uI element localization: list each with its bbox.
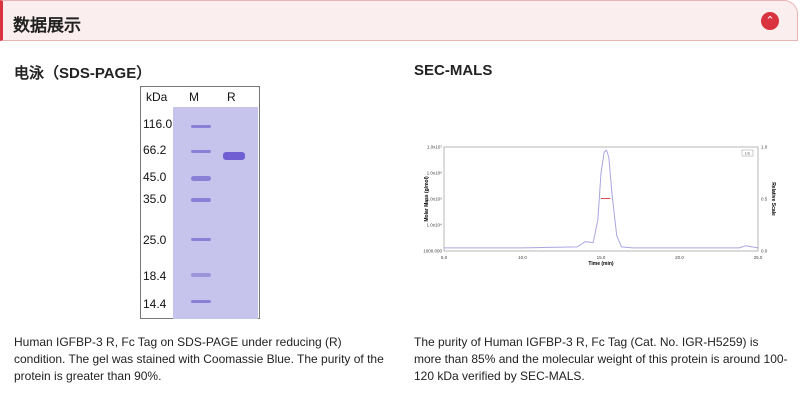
y2-tick-label: 0.0 xyxy=(761,249,768,254)
marker-label: 45.0 xyxy=(143,170,167,184)
marker-band xyxy=(191,150,211,153)
lane-label-m: M xyxy=(189,90,199,104)
x-axis-label: Time (min) xyxy=(588,261,614,267)
marker-band xyxy=(191,198,211,202)
x-tick-label: 20.0 xyxy=(675,255,684,260)
y2-tick-label: 0.5 xyxy=(761,197,768,202)
marker-label: 66.2 xyxy=(143,143,167,157)
chevron-up-icon[interactable]: ⌃ xyxy=(761,12,779,30)
sds-page-title: 电泳（SDS-PAGE） xyxy=(14,65,152,82)
legend-entry: LS xyxy=(745,151,750,156)
marker-band xyxy=(191,176,211,181)
y-tick-label: 1.0x10⁶ xyxy=(427,171,443,176)
section-title: 数据展示 xyxy=(13,16,81,35)
y2-axis-label: Relative Scale xyxy=(770,182,776,216)
ls-trace-line xyxy=(444,149,759,249)
gel-unit-label: kDa xyxy=(146,90,168,104)
legend-box xyxy=(741,149,754,157)
marker-label: 14.4 xyxy=(143,297,167,311)
x-tick-label: 25.0 xyxy=(754,255,763,260)
marker-label: 18.4 xyxy=(143,269,167,283)
marker-label: 25.0 xyxy=(143,233,167,247)
y-axis-label: Molar Mass (g/mol) xyxy=(424,176,430,222)
gel-lanes xyxy=(173,107,258,319)
sds-page-gel-image: kDa M R 116.0 66.2 45.0 35.0 25.0 18.4 1… xyxy=(140,86,260,319)
x-tick-label: 5.0 xyxy=(441,255,448,260)
x-tick-label: 10.0 xyxy=(518,255,527,260)
y-tick-label: 1.0x10⁴ xyxy=(427,223,443,228)
section-header: 数据展示 ⌃ xyxy=(0,0,798,41)
y-tick-label: 1.0x10⁷ xyxy=(427,145,443,150)
sec-mals-caption: The purity of Human IGFBP-3 R, Fc Tag (C… xyxy=(414,335,788,383)
marker-label: 35.0 xyxy=(143,192,167,206)
y-tick-label: 1.0x10⁵ xyxy=(427,197,443,202)
marker-band xyxy=(191,300,211,303)
lane-label-r: R xyxy=(227,90,236,104)
y-tick-label: 1000.000 xyxy=(423,249,442,254)
marker-label: 116.0 xyxy=(143,117,173,131)
marker-band xyxy=(191,238,211,241)
y2-tick-label: 1.0 xyxy=(761,145,768,150)
plot-frame xyxy=(443,146,759,252)
sds-page-caption: Human IGFBP-3 R, Fc Tag on SDS-PAGE unde… xyxy=(14,335,384,383)
marker-band xyxy=(191,273,211,277)
sec-mals-title: SEC-MALS xyxy=(414,62,493,79)
sec-mals-chart: 5.0 10.0 15.0 20.0 25.0 1000.000 1.0x10⁴ 1.0x10… xyxy=(423,145,776,268)
x-tick-label: 15.0 xyxy=(597,255,606,260)
sample-band xyxy=(223,152,245,160)
marker-band xyxy=(191,125,211,128)
